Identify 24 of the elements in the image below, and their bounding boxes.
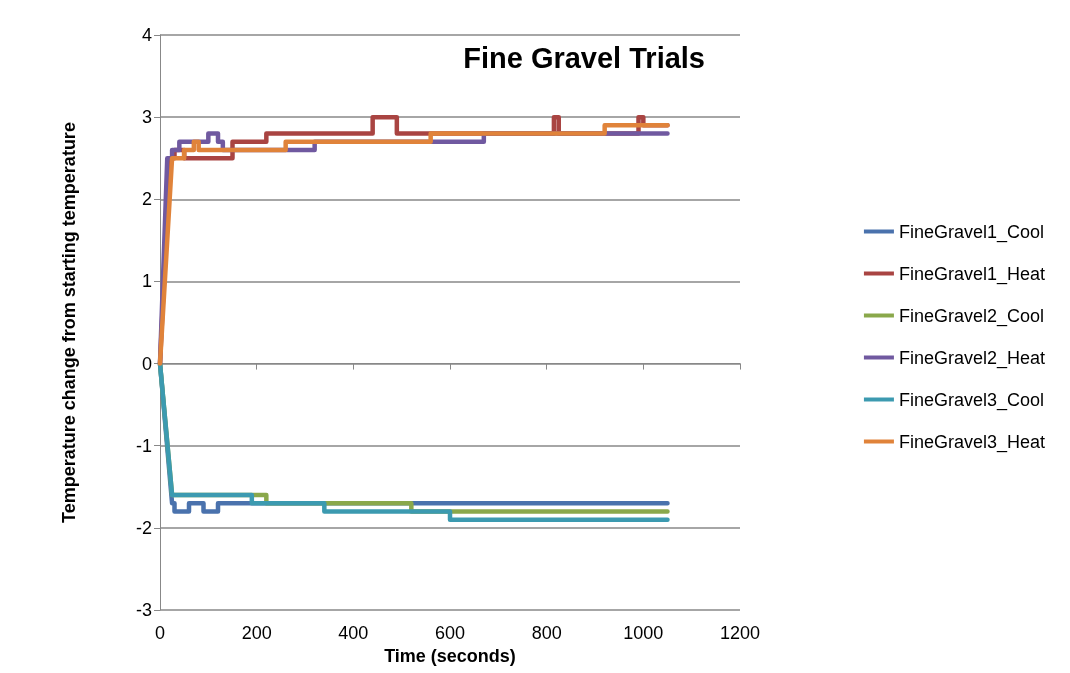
x-tick-label: 0 bbox=[154, 623, 166, 643]
legend-label: FineGravel2_Heat bbox=[898, 347, 1045, 369]
legend-label: FineGravel3_Cool bbox=[898, 389, 1044, 411]
y-axis-title: Temperature change from starting temperature bbox=[59, 122, 79, 523]
x-tick-label: 800 bbox=[531, 623, 562, 643]
legend-label: FineGravel3_Heat bbox=[898, 431, 1045, 453]
x-tick-label: 200 bbox=[241, 623, 272, 643]
y-tick-label: 4 bbox=[141, 25, 152, 45]
x-tick-label: 1200 bbox=[719, 623, 761, 643]
x-tick-label: 600 bbox=[434, 623, 466, 643]
y-tick-label: -1 bbox=[135, 435, 152, 456]
y-tick-label: 0 bbox=[141, 353, 152, 374]
y-tick-label: -3 bbox=[135, 600, 152, 620]
x-tick-label: 1000 bbox=[623, 623, 664, 643]
legend-label: FineGravel1_Cool bbox=[898, 221, 1044, 243]
x-axis-title: Time (seconds) bbox=[384, 645, 516, 666]
chart-title: Fine Gravel Trials bbox=[463, 41, 706, 74]
x-tick-label: 400 bbox=[338, 623, 369, 643]
legend-label: FineGravel2_Cool bbox=[898, 305, 1044, 327]
y-tick-label: 3 bbox=[141, 107, 152, 128]
legend-label: FineGravel1_Heat bbox=[898, 263, 1045, 285]
y-tick-label: 1 bbox=[141, 271, 152, 292]
y-tick-label: -2 bbox=[135, 517, 152, 538]
y-tick-label: 2 bbox=[141, 189, 152, 210]
